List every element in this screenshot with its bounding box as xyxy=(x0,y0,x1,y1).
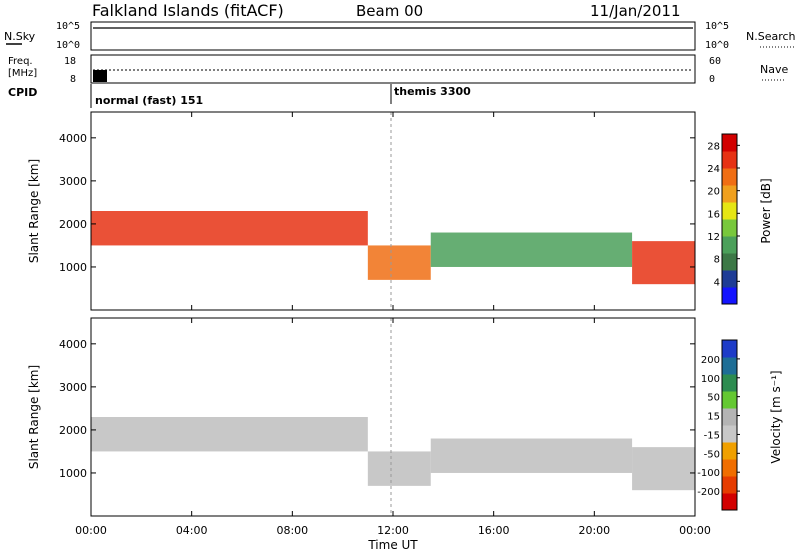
nave-label: Nave xyxy=(760,63,788,76)
power-ytick-label: 3000 xyxy=(59,175,87,188)
velocity-ytick-label: 1000 xyxy=(59,467,87,480)
velocity-colorbar-label: Velocity [m s⁻¹] xyxy=(769,370,783,463)
power-colorbar-tick-label: 28 xyxy=(707,141,720,152)
power-y-axis-label: Slant Range [km] xyxy=(27,159,41,263)
x-tick-label: 00:00 xyxy=(75,524,107,537)
velocity-colorbar-tick-label: 50 xyxy=(707,393,720,404)
velocity-colorbar-tick-label: 15 xyxy=(707,412,720,423)
x-tick-label: 12:00 xyxy=(377,524,409,537)
freq-initial-block xyxy=(93,70,107,82)
power-colorbar-swatch xyxy=(722,270,737,288)
power-colorbar-swatch xyxy=(722,253,737,271)
cpid-mode2: themis 3300 xyxy=(394,85,471,98)
velocity-colorbar: 200 100 50 15 -15 -50 -100 -200 xyxy=(697,339,740,511)
velocity-y-axis: 1000 2000 3000 4000 xyxy=(59,338,695,480)
power-y-axis: 1000 2000 3000 4000 xyxy=(59,132,695,274)
velocity-colorbar-frame xyxy=(721,339,738,511)
velocity-colorbar-tick-label: 200 xyxy=(701,355,720,366)
velocity-colorbar-tick-label: -100 xyxy=(697,468,720,479)
time-x-axis: 00:00 04:00 08:00 12:00 16:00 20:00 00:00 xyxy=(75,112,711,537)
power-colorbar-swatch xyxy=(722,168,737,186)
nsearch-bottom-tick: 10^0 xyxy=(705,40,729,51)
velocity-colorbar-swatch xyxy=(722,408,737,426)
velocity-echo-band xyxy=(632,447,695,491)
velocity-y-axis-label: Slant Range [km] xyxy=(27,365,41,469)
freq-label-2: [MHz] xyxy=(8,68,37,79)
power-colorbar-swatch xyxy=(722,185,737,203)
power-colorbar-tick-label: 16 xyxy=(707,209,720,220)
power-echo-band xyxy=(367,245,431,280)
freq-bottom-tick: 8 xyxy=(70,74,76,85)
velocity-echo-band xyxy=(367,451,431,486)
x-tick-label: 04:00 xyxy=(176,524,208,537)
beam-label: Beam 00 xyxy=(356,2,423,20)
power-echo-band xyxy=(632,241,695,285)
plot-title: Falkland Islands (fitACF) xyxy=(92,1,284,20)
nsky-strip-frame xyxy=(90,21,696,51)
velocity-ytick-label: 3000 xyxy=(59,381,87,394)
velocity-echo-band xyxy=(430,438,633,473)
velocity-echo-band xyxy=(91,417,368,452)
power-echo-bands xyxy=(91,211,695,285)
power-colorbar-swatch xyxy=(722,287,737,305)
x-tick-label: 20:00 xyxy=(578,524,610,537)
x-axis-label: Time UT xyxy=(367,538,418,552)
nsearch-top-tick: 10^5 xyxy=(705,21,729,32)
nsearch-label: N.Search xyxy=(746,30,796,43)
velocity-colorbar-swatch xyxy=(722,357,737,375)
power-ytick-label: 1000 xyxy=(59,261,87,274)
velocity-colorbar-swatch xyxy=(722,493,737,511)
velocity-colorbar-swatch xyxy=(722,340,737,358)
power-colorbar-tick-label: 12 xyxy=(707,232,720,243)
x-tick-label: 16:00 xyxy=(478,524,510,537)
power-colorbar-swatch xyxy=(722,202,737,220)
x-tick-label: 00:00 xyxy=(679,524,711,537)
nsky-label: N.Sky xyxy=(4,30,36,43)
velocity-colorbar-tick-label: 100 xyxy=(701,374,720,385)
power-colorbar-tick-label: 8 xyxy=(714,255,720,266)
velocity-colorbar-tick-label: -15 xyxy=(704,430,720,441)
x-tick-label: 08:00 xyxy=(276,524,308,537)
velocity-ytick-label: 4000 xyxy=(59,338,87,351)
date-label: 11/Jan/2011 xyxy=(590,2,681,20)
velocity-ytick-label: 2000 xyxy=(59,424,87,437)
nave-bottom-tick: 0 xyxy=(709,74,715,85)
freq-strip-frame xyxy=(90,54,696,84)
power-colorbar-tick-label: 20 xyxy=(707,187,720,198)
cpid-label: CPID xyxy=(8,86,37,99)
power-colorbar-tick-label: 24 xyxy=(707,164,720,175)
cpid-mode1: normal (fast) 151 xyxy=(95,94,203,107)
velocity-colorbar-swatch xyxy=(722,391,737,409)
velocity-echo-bands xyxy=(91,417,695,491)
velocity-colorbar-swatch xyxy=(722,425,737,443)
velocity-colorbar-swatch xyxy=(722,476,737,494)
nave-top-tick: 60 xyxy=(709,56,721,67)
velocity-colorbar-swatch xyxy=(722,459,737,477)
power-colorbar: 4 8 12 16 20 24 28 xyxy=(707,133,740,305)
nsky-bottom-tick: 10^0 xyxy=(56,40,80,51)
velocity-colorbar-tick-label: -50 xyxy=(704,449,720,460)
power-colorbar-label: Power [dB] xyxy=(759,178,773,243)
power-colorbar-swatch xyxy=(722,236,737,254)
power-colorbar-swatch xyxy=(722,134,737,152)
power-colorbar-swatch xyxy=(722,151,737,169)
power-echo-band xyxy=(430,232,633,267)
freq-label-1: Freq. xyxy=(8,56,33,67)
nsky-top-tick: 10^5 xyxy=(56,21,80,32)
power-colorbar-frame xyxy=(721,133,738,305)
velocity-colorbar-swatch xyxy=(722,442,737,460)
freq-top-tick: 18 xyxy=(64,56,76,67)
power-echo-band xyxy=(91,211,368,246)
power-colorbar-tick-label: 4 xyxy=(714,277,720,288)
power-colorbar-swatch xyxy=(722,219,737,237)
velocity-colorbar-swatch xyxy=(722,374,737,392)
power-ytick-label: 2000 xyxy=(59,218,87,231)
velocity-colorbar-tick-label: -200 xyxy=(697,487,720,498)
power-ytick-label: 4000 xyxy=(59,132,87,145)
